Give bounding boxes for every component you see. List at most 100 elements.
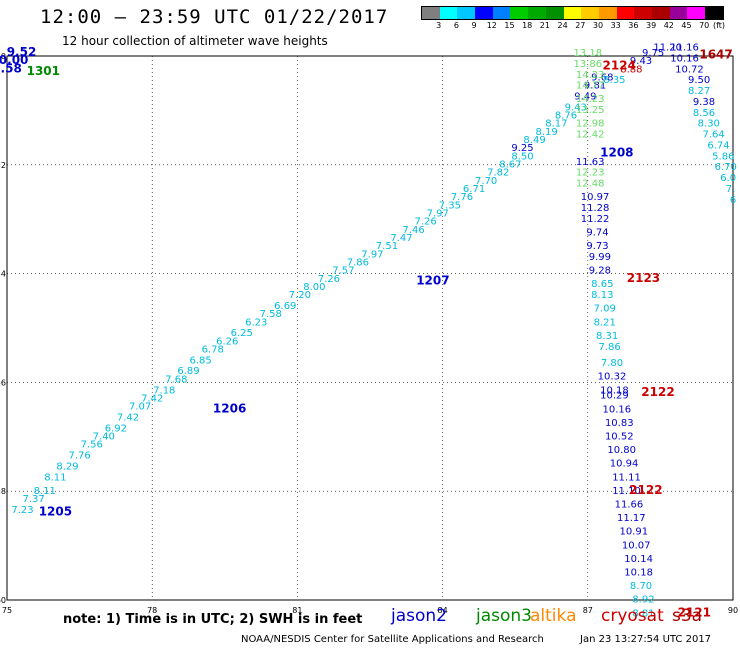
- legend-tick-label: 27: [575, 21, 586, 30]
- data-point-jason2: 8.17: [545, 119, 567, 130]
- data-point-jason2: 6.74: [707, 140, 729, 151]
- data-point-jason2: 7.58: [260, 309, 282, 320]
- legend-tick-label: 3: [436, 21, 442, 30]
- data-point-jason2: 10.16: [670, 53, 699, 64]
- data-point-jason3: 14.23: [576, 70, 605, 81]
- data-point-jason2: 9.43: [630, 56, 652, 67]
- data-point-jason2: 6.69: [274, 301, 296, 312]
- data-point-jason2: 7.64: [703, 130, 725, 141]
- data-point-jason2: 7.70: [475, 176, 497, 187]
- data-point-jason2: 10.80: [607, 445, 636, 456]
- data-point-jason2: 11.63: [576, 157, 605, 168]
- data-point-jason2: 6: [730, 195, 736, 206]
- data-point-jason2: 7.47: [390, 233, 412, 244]
- legend-swatch: [687, 7, 705, 19]
- data-point-jason2: 7.26: [415, 217, 437, 228]
- legend-tick-label: 24: [557, 21, 568, 30]
- data-point-jason2: 6.85: [189, 355, 211, 366]
- data-point-jason2: 6.92: [105, 423, 127, 434]
- data-point-jason2: 11.16: [670, 43, 699, 54]
- y-tick-label: -58: [0, 487, 6, 496]
- data-point-jason2: 8.76: [555, 111, 577, 122]
- data-point-jason2: 10.29: [600, 391, 629, 402]
- data-point-jason2: 7.56: [81, 440, 103, 451]
- data-point-jason2: 8.29: [56, 461, 78, 472]
- legend-tick-label: 12: [486, 21, 497, 30]
- footer-timestamp: Jan 23 13:27:54 UTC 2017: [580, 634, 712, 645]
- data-point-jason2: 10.32: [598, 372, 627, 383]
- data-point-jason2: 9.99: [589, 252, 611, 263]
- data-point-jason2: 9.28: [589, 266, 611, 277]
- data-point-jason2: 8.81: [632, 608, 654, 619]
- y-tick-label: -60: [0, 596, 6, 605]
- data-point-jason2: 8.19: [536, 127, 558, 138]
- data-point-jason2: 6.89: [177, 366, 199, 377]
- x-tick-label: 84: [438, 606, 448, 615]
- data-point-jason2: 7.46: [402, 225, 424, 236]
- data-point-jason2: 8.11: [44, 472, 66, 483]
- data-point-jason2: 11.10: [612, 486, 641, 497]
- legend-swatch: [475, 7, 493, 19]
- satellite-legend-jason3: jason3: [476, 606, 532, 626]
- data-point-jason2: 10.18: [624, 568, 653, 579]
- x-tick-label: 90: [728, 606, 738, 615]
- y-tick-label: -52: [0, 161, 6, 170]
- data-point-jason2: 7.42: [141, 393, 163, 404]
- data-point-jason2: 8.49: [523, 135, 545, 146]
- data-point-jason2: 6.25: [231, 328, 253, 339]
- data-point-jason2: 7.86: [598, 342, 620, 353]
- legend-swatch: [705, 7, 723, 19]
- data-point-jason2: 9.49: [574, 92, 596, 103]
- data-point-jason2: 11.66: [615, 500, 644, 511]
- data-point-jason2: 8.30: [698, 119, 720, 130]
- data-point-jason2: 8.21: [594, 317, 616, 328]
- data-point-jason2: 9.50: [688, 75, 710, 86]
- legend-tick-label: 21: [539, 21, 550, 30]
- data-point-jason2: 7.68: [165, 374, 187, 385]
- legend-tick-label: 18: [522, 21, 533, 30]
- data-point-jason2: 8.65: [591, 279, 613, 290]
- pass-time-label: 1647: [699, 48, 732, 62]
- data-point-jason3: 13.86: [573, 59, 602, 70]
- data-point-jason2: 8.92: [632, 595, 654, 606]
- y-tick-label: -54: [0, 270, 6, 279]
- pass-time-label: 1206: [213, 401, 246, 415]
- legend-swatch: [616, 7, 635, 19]
- data-point-jason2: 10.14: [624, 554, 653, 565]
- data-point-jason2: 7.76: [451, 192, 473, 203]
- data-point-jason2: 9.43: [565, 102, 587, 113]
- data-point-jason3: 12.42: [576, 130, 605, 141]
- data-point-jason2: 8.50: [511, 151, 533, 162]
- pass-time-label: 9.58: [0, 61, 22, 75]
- pass-time-label: 1205: [39, 505, 72, 519]
- y-tick-label: -56: [0, 378, 6, 387]
- data-point-jason2: 8.00: [303, 282, 325, 293]
- data-point-jason2: 7.07: [129, 402, 151, 413]
- data-point-jason2: 8.56: [693, 108, 715, 119]
- data-point-jason3: 13.25: [576, 105, 605, 116]
- legend-tick-label: 15: [504, 21, 515, 30]
- pass-time-label: 2122: [641, 385, 674, 399]
- data-point-jason2: 7.37: [22, 494, 44, 505]
- color-scale-unit: (ft): [713, 21, 726, 30]
- data-point-jason2: 10.91: [619, 527, 648, 538]
- data-point-jason3: 12.48: [576, 179, 605, 190]
- data-point-jason3: 14.23: [576, 94, 605, 105]
- x-tick-label: 81: [292, 606, 302, 615]
- legend-swatch: [563, 7, 582, 19]
- data-point-jason2: 11.20: [653, 43, 682, 54]
- legend-swatch: [598, 7, 617, 19]
- data-point-jason2: 7.20: [289, 290, 311, 301]
- data-point-jason2: 10.52: [605, 432, 634, 443]
- data-point-jason2: 9.68: [591, 72, 613, 83]
- data-point-jason2: 7.26: [318, 274, 340, 285]
- data-point-jason2: 9.74: [586, 228, 608, 239]
- legend-swatch: [651, 7, 670, 19]
- legend-swatch: [492, 7, 511, 19]
- data-point-jason2: 6.71: [463, 184, 485, 195]
- data-point-jason2: 7.18: [153, 385, 175, 396]
- data-point-jason2: 9.38: [693, 97, 715, 108]
- data-point-jason2: 7.35: [439, 200, 461, 211]
- data-point-jason2: 7.: [726, 184, 736, 195]
